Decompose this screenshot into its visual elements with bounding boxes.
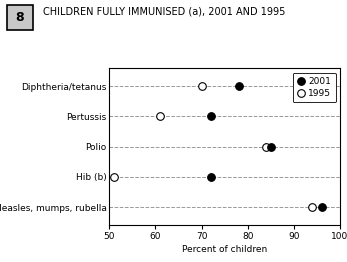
Text: CHILDREN FULLY IMMUNISED (a), 2001 AND 1995: CHILDREN FULLY IMMUNISED (a), 2001 AND 1…: [43, 7, 286, 17]
X-axis label: Percent of children: Percent of children: [182, 245, 267, 254]
Text: 8: 8: [16, 11, 24, 24]
Legend: 2001, 1995: 2001, 1995: [293, 73, 336, 102]
